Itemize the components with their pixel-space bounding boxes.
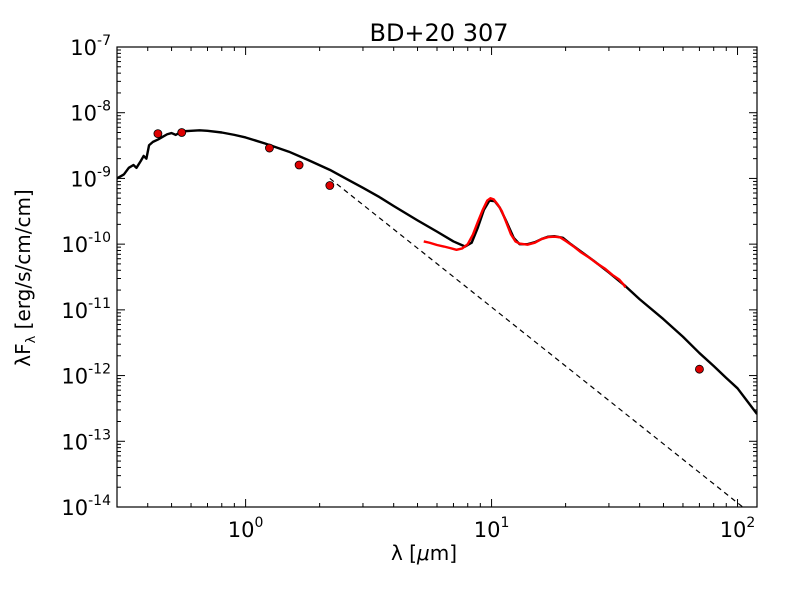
x-tick-label: 100 <box>228 515 264 542</box>
y-axis-label-main: λF <box>11 343 35 366</box>
y-tick-label: 10-12 <box>61 362 111 389</box>
x-axis-label: λ [μm] <box>391 541 457 565</box>
y-tick-label: 10-7 <box>70 33 111 60</box>
spectrum-red-line <box>423 197 627 288</box>
photometry-marker <box>294 160 304 170</box>
y-tick-base: 10 <box>70 167 97 191</box>
photometry-marker <box>695 364 704 374</box>
x-axis-label-prefix: λ [ <box>391 541 417 565</box>
y-tick-label: 10-10 <box>61 230 111 257</box>
y-tick-base: 10 <box>70 36 97 60</box>
photometry-marker <box>265 143 274 153</box>
photometry-marker <box>325 181 335 190</box>
series-layer <box>117 128 757 507</box>
y-tick-exponent: -7 <box>97 33 111 49</box>
ticks-layer: 100 101 10210-710-810-910-1010-1110-1210-1… <box>61 33 757 542</box>
y-tick-base: 10 <box>61 299 88 323</box>
y-axis-label: λFλ [erg/s/cm/cm] <box>11 189 39 366</box>
y-tick-label: 10-11 <box>61 296 111 323</box>
photometry-marker <box>177 128 187 137</box>
x-tick-base: 10 <box>720 518 747 542</box>
plot-frame <box>116 46 758 508</box>
y-tick-exponent: -10 <box>88 230 111 246</box>
y-axis-label-units: [erg/s/cm/cm] <box>11 189 35 335</box>
y-tick-label: 10-14 <box>61 493 111 520</box>
x-axis-label-suffix: m] <box>430 541 457 565</box>
x-tick-base: 10 <box>474 518 501 542</box>
x-tick-exponent: 1 <box>500 515 509 531</box>
x-tick-exponent: 0 <box>255 515 264 531</box>
photosphere-dashed-line <box>329 177 744 507</box>
y-tick-base: 10 <box>61 496 88 520</box>
x-tick-exponent: 2 <box>746 515 755 531</box>
y-tick-exponent: -13 <box>88 427 111 443</box>
y-tick-base: 10 <box>61 233 88 257</box>
y-tick-label: 10-13 <box>61 427 111 454</box>
model-sed-line <box>117 129 757 415</box>
y-tick-exponent: -8 <box>97 99 111 115</box>
y-tick-exponent: -12 <box>88 362 111 378</box>
y-axis-label-subscript: λ <box>24 335 39 343</box>
x-tick-base: 10 <box>228 518 255 542</box>
chart-title: BD+20 307 <box>369 19 508 47</box>
x-tick-label: 101 <box>474 515 510 542</box>
y-tick-exponent: -14 <box>88 493 111 509</box>
x-tick-label: 102 <box>720 515 756 542</box>
y-tick-base: 10 <box>61 430 88 454</box>
y-tick-label: 10-8 <box>70 99 111 126</box>
y-tick-exponent: -11 <box>88 296 111 312</box>
y-tick-exponent: -9 <box>97 164 111 180</box>
y-tick-base: 10 <box>70 102 97 126</box>
y-tick-label: 10-9 <box>70 164 111 191</box>
y-tick-base: 10 <box>61 365 88 389</box>
photometry-marker <box>153 129 163 139</box>
x-axis-label-mu: μ <box>416 541 430 565</box>
